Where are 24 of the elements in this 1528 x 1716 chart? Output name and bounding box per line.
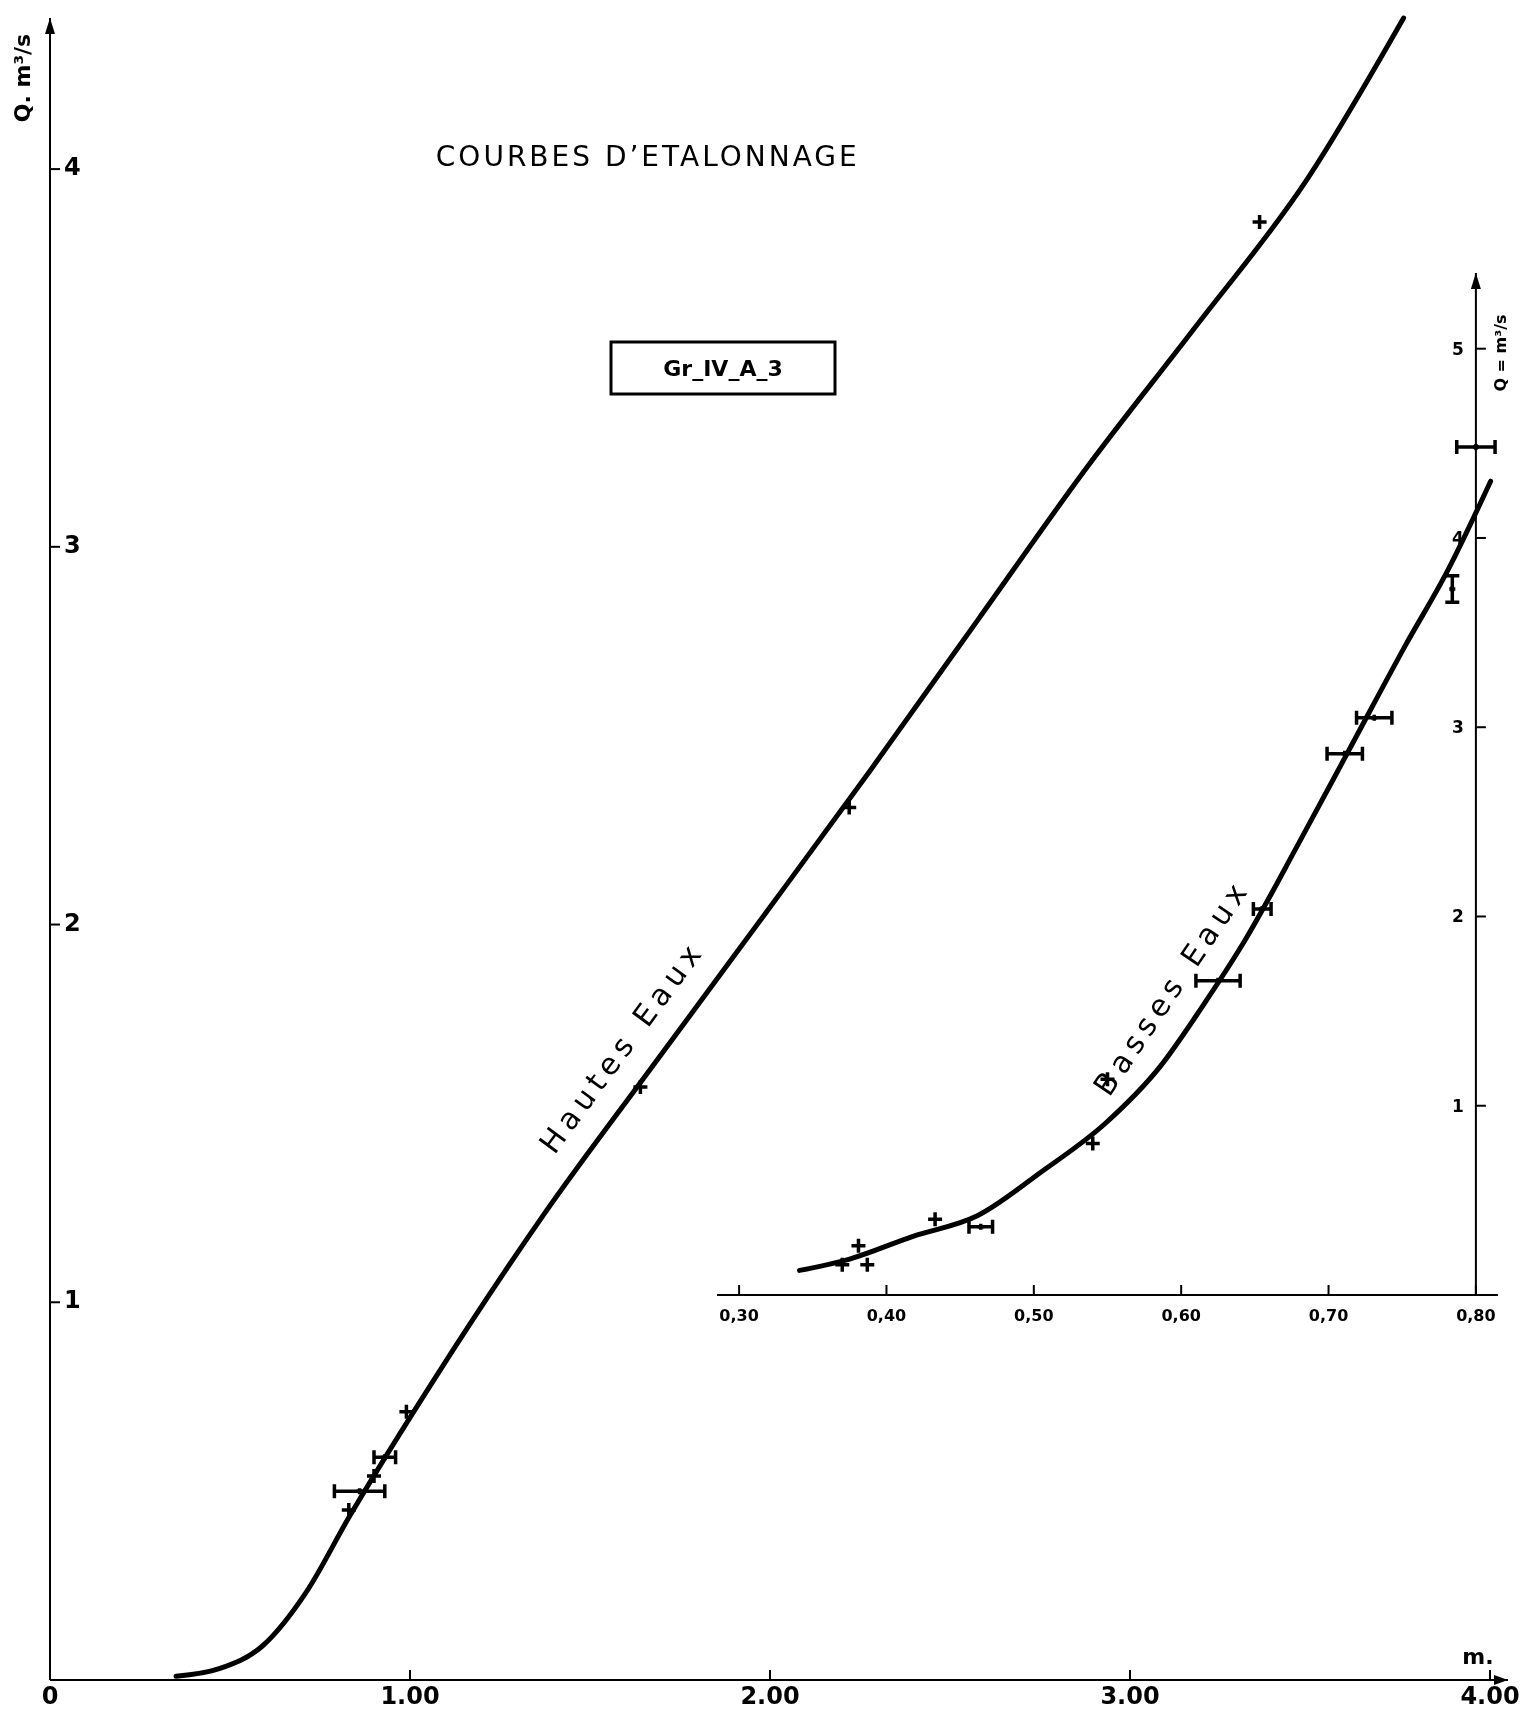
x-tick-label: 0,40 (866, 1306, 907, 1325)
y-tick-label: 5 (1452, 338, 1464, 359)
x-tick-label: 0,70 (1308, 1306, 1349, 1325)
x-tick-label: 0,50 (1014, 1306, 1054, 1325)
x-tick-label: 0,60 (1161, 1306, 1201, 1325)
text: COURBES D’ETALONNAGE (435, 140, 860, 173)
x-tick-label: 2.00 (740, 1682, 800, 1710)
x-tick-label: 0,30 (719, 1306, 759, 1325)
y-tick-label: 2 (1452, 906, 1464, 927)
x-tick-label: 0,80 (1456, 1306, 1496, 1325)
x-tick-label: 0 (41, 1682, 59, 1710)
x-tick-label: 1.00 (380, 1682, 440, 1710)
x-tick-label: 3.00 (1100, 1682, 1160, 1710)
y-tick-label: 3 (1452, 717, 1464, 738)
y-tick-label: 2 (64, 908, 81, 937)
y-axis-title: Q = m³/s (1490, 314, 1510, 392)
y-axis-title: Q. m³/s (10, 33, 35, 123)
y-tick-label: 3 (64, 530, 81, 559)
annotation: Gr_IV_A_3 (663, 356, 783, 381)
y-tick-label: 1 (1452, 1095, 1464, 1116)
x-tick-label: 4.00 (1460, 1682, 1520, 1710)
x-axis-title: m. (1462, 1644, 1494, 1669)
y-tick-label: 1 (64, 1286, 81, 1315)
y-tick-label: 4 (64, 153, 81, 182)
